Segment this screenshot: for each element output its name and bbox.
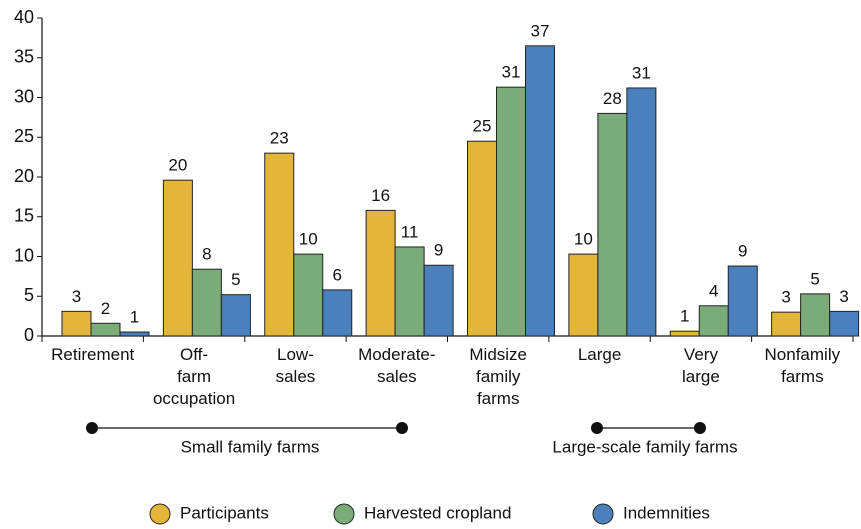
group-label: Small family farms <box>181 437 320 456</box>
value-label: 37 <box>531 21 550 40</box>
bar <box>191 268 222 337</box>
y-tick-label: 30 <box>14 86 34 106</box>
bar <box>727 265 758 337</box>
x-tick-label: Very large <box>682 345 720 386</box>
bar <box>293 253 324 337</box>
y-tick-label: 5 <box>24 285 34 305</box>
value-label: 1 <box>130 308 139 327</box>
value-label: 31 <box>632 63 651 82</box>
x-tick-label: Retirement <box>51 345 135 364</box>
value-label: 2 <box>101 299 110 318</box>
bar <box>162 179 193 337</box>
legend-label: Harvested cropland <box>364 503 511 522</box>
bar <box>90 322 121 337</box>
bar <box>467 140 497 337</box>
group-dot <box>86 422 98 434</box>
value-label: 10 <box>574 230 593 249</box>
x-tick-label: Nonfamily farms <box>764 345 841 386</box>
bar <box>322 289 353 337</box>
value-label: 5 <box>231 270 240 289</box>
x-tick-label: Midsize family farms <box>469 345 527 408</box>
y-tick-label: 10 <box>14 245 34 265</box>
bar <box>800 293 831 337</box>
bar <box>698 305 729 337</box>
bar <box>365 209 396 337</box>
value-label: 3 <box>72 287 81 306</box>
value-label: 16 <box>371 186 390 205</box>
bar <box>264 152 295 337</box>
legend-label: Participants <box>180 503 269 522</box>
bar <box>496 86 526 337</box>
bar <box>220 294 251 337</box>
value-label: 10 <box>299 230 318 249</box>
value-label: 28 <box>603 89 622 108</box>
value-label: 8 <box>202 245 211 264</box>
value-label: 31 <box>502 63 521 82</box>
x-tick-label: Off- farm occupation <box>152 345 236 408</box>
bar <box>568 253 599 337</box>
legend-swatch <box>333 503 355 525</box>
group-dot <box>396 422 408 434</box>
x-tick-label: Large <box>577 345 622 364</box>
x-tick-label: Moderate- sales <box>358 345 436 386</box>
bar <box>61 310 92 337</box>
bar <box>829 310 860 337</box>
value-label: 1 <box>680 307 689 326</box>
y-tick-label: 40 <box>14 7 34 27</box>
legend-swatch <box>149 503 171 525</box>
value-label: 3 <box>781 288 790 307</box>
x-tick-label: Low- sales <box>275 345 316 386</box>
bar <box>669 330 700 337</box>
bar <box>423 264 454 337</box>
bar <box>119 331 150 337</box>
value-label: 6 <box>333 265 342 284</box>
value-label: 9 <box>434 241 443 260</box>
bar <box>525 45 555 337</box>
group-dot <box>591 422 603 434</box>
value-label: 20 <box>168 156 187 175</box>
y-tick-label: 15 <box>14 206 34 226</box>
group-label: Large-scale family farms <box>552 437 737 456</box>
bar <box>771 311 802 337</box>
bar <box>626 87 657 337</box>
group-dot <box>694 422 706 434</box>
value-label: 5 <box>810 269 819 288</box>
bar <box>394 246 425 337</box>
y-tick-label: 25 <box>14 126 34 146</box>
legend-label: Indemnities <box>623 503 710 522</box>
y-tick-label: 35 <box>14 47 34 67</box>
value-label: 11 <box>401 222 419 241</box>
y-tick-label: 20 <box>14 166 34 186</box>
value-label: 9 <box>738 242 747 261</box>
value-label: 3 <box>839 287 848 306</box>
bar <box>597 112 628 337</box>
value-label: 4 <box>709 281 718 300</box>
value-label: 23 <box>270 129 289 148</box>
y-tick-label: 0 <box>24 325 34 345</box>
legend-swatch <box>592 503 614 525</box>
value-label: 25 <box>473 117 492 136</box>
